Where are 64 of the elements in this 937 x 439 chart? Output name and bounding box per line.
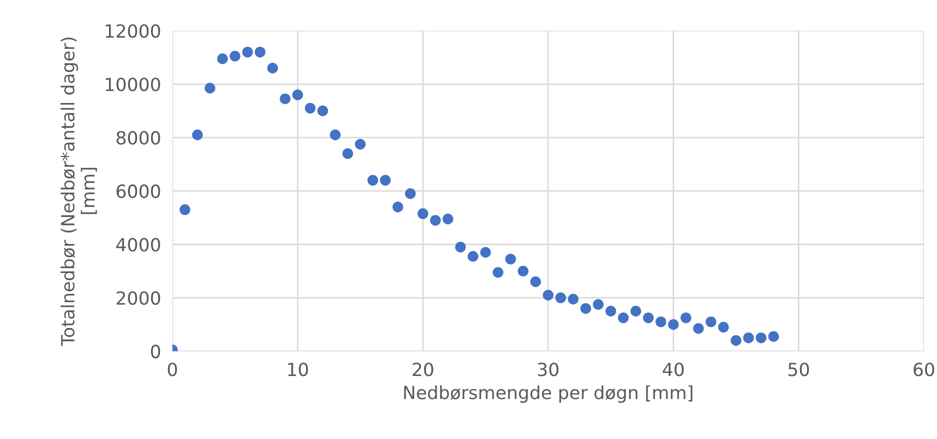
point	[430, 214, 441, 226]
point	[492, 267, 504, 278]
y-tick-label: 12000	[106, 24, 160, 38]
point	[418, 208, 428, 220]
point	[230, 50, 240, 62]
x-tick-label: 0	[168, 362, 177, 376]
point	[204, 82, 216, 94]
y-tick-label: 0	[151, 344, 160, 358]
point	[242, 46, 253, 58]
point	[530, 276, 541, 288]
point	[743, 332, 754, 344]
point	[580, 303, 592, 314]
point	[267, 62, 278, 74]
x-tick-label: 10	[288, 362, 308, 376]
point	[330, 130, 341, 140]
point	[317, 105, 328, 116]
point	[455, 242, 466, 252]
point	[392, 202, 404, 212]
point	[380, 174, 391, 186]
point	[405, 188, 416, 199]
point	[668, 319, 679, 330]
point	[730, 335, 742, 346]
y-axis-title: Totalnedbør (Nedbør*antall dager) [mm]	[60, 38, 97, 346]
point	[630, 306, 642, 316]
point	[342, 148, 354, 159]
point	[656, 316, 666, 328]
point	[618, 312, 629, 324]
point	[756, 332, 766, 344]
point	[304, 102, 316, 114]
point	[592, 299, 604, 310]
point	[518, 266, 528, 276]
x-tick-label: 20	[412, 362, 434, 376]
point	[542, 290, 554, 300]
point	[180, 204, 190, 216]
point	[642, 312, 654, 324]
point	[768, 331, 779, 342]
point	[468, 251, 478, 262]
x-tick-label: 40	[662, 362, 684, 376]
point	[718, 322, 729, 333]
point	[292, 89, 304, 100]
x-tick-label: 30	[538, 362, 558, 376]
y-tick-label: 6000	[116, 184, 160, 198]
x-tick-label: 50	[788, 362, 809, 376]
point	[367, 174, 378, 186]
point	[217, 53, 228, 64]
point	[442, 214, 454, 224]
point	[505, 254, 516, 264]
point	[354, 138, 366, 150]
y-tick-label: 4000	[116, 238, 160, 252]
point	[254, 46, 266, 58]
y-tick-label: 2000	[116, 291, 160, 305]
point	[605, 306, 616, 316]
point	[555, 292, 566, 304]
point	[480, 247, 491, 258]
x-tick-label: 60	[914, 362, 934, 376]
y-tick-label: 8000	[116, 131, 160, 145]
point	[693, 323, 704, 334]
point	[280, 93, 290, 104]
y-tick-label: 10000	[106, 78, 160, 92]
x-axis-title: Nedbørsmengde per døgn [mm]	[404, 385, 692, 403]
point	[192, 130, 203, 140]
point	[706, 316, 716, 328]
point	[680, 312, 692, 324]
point	[568, 294, 579, 304]
